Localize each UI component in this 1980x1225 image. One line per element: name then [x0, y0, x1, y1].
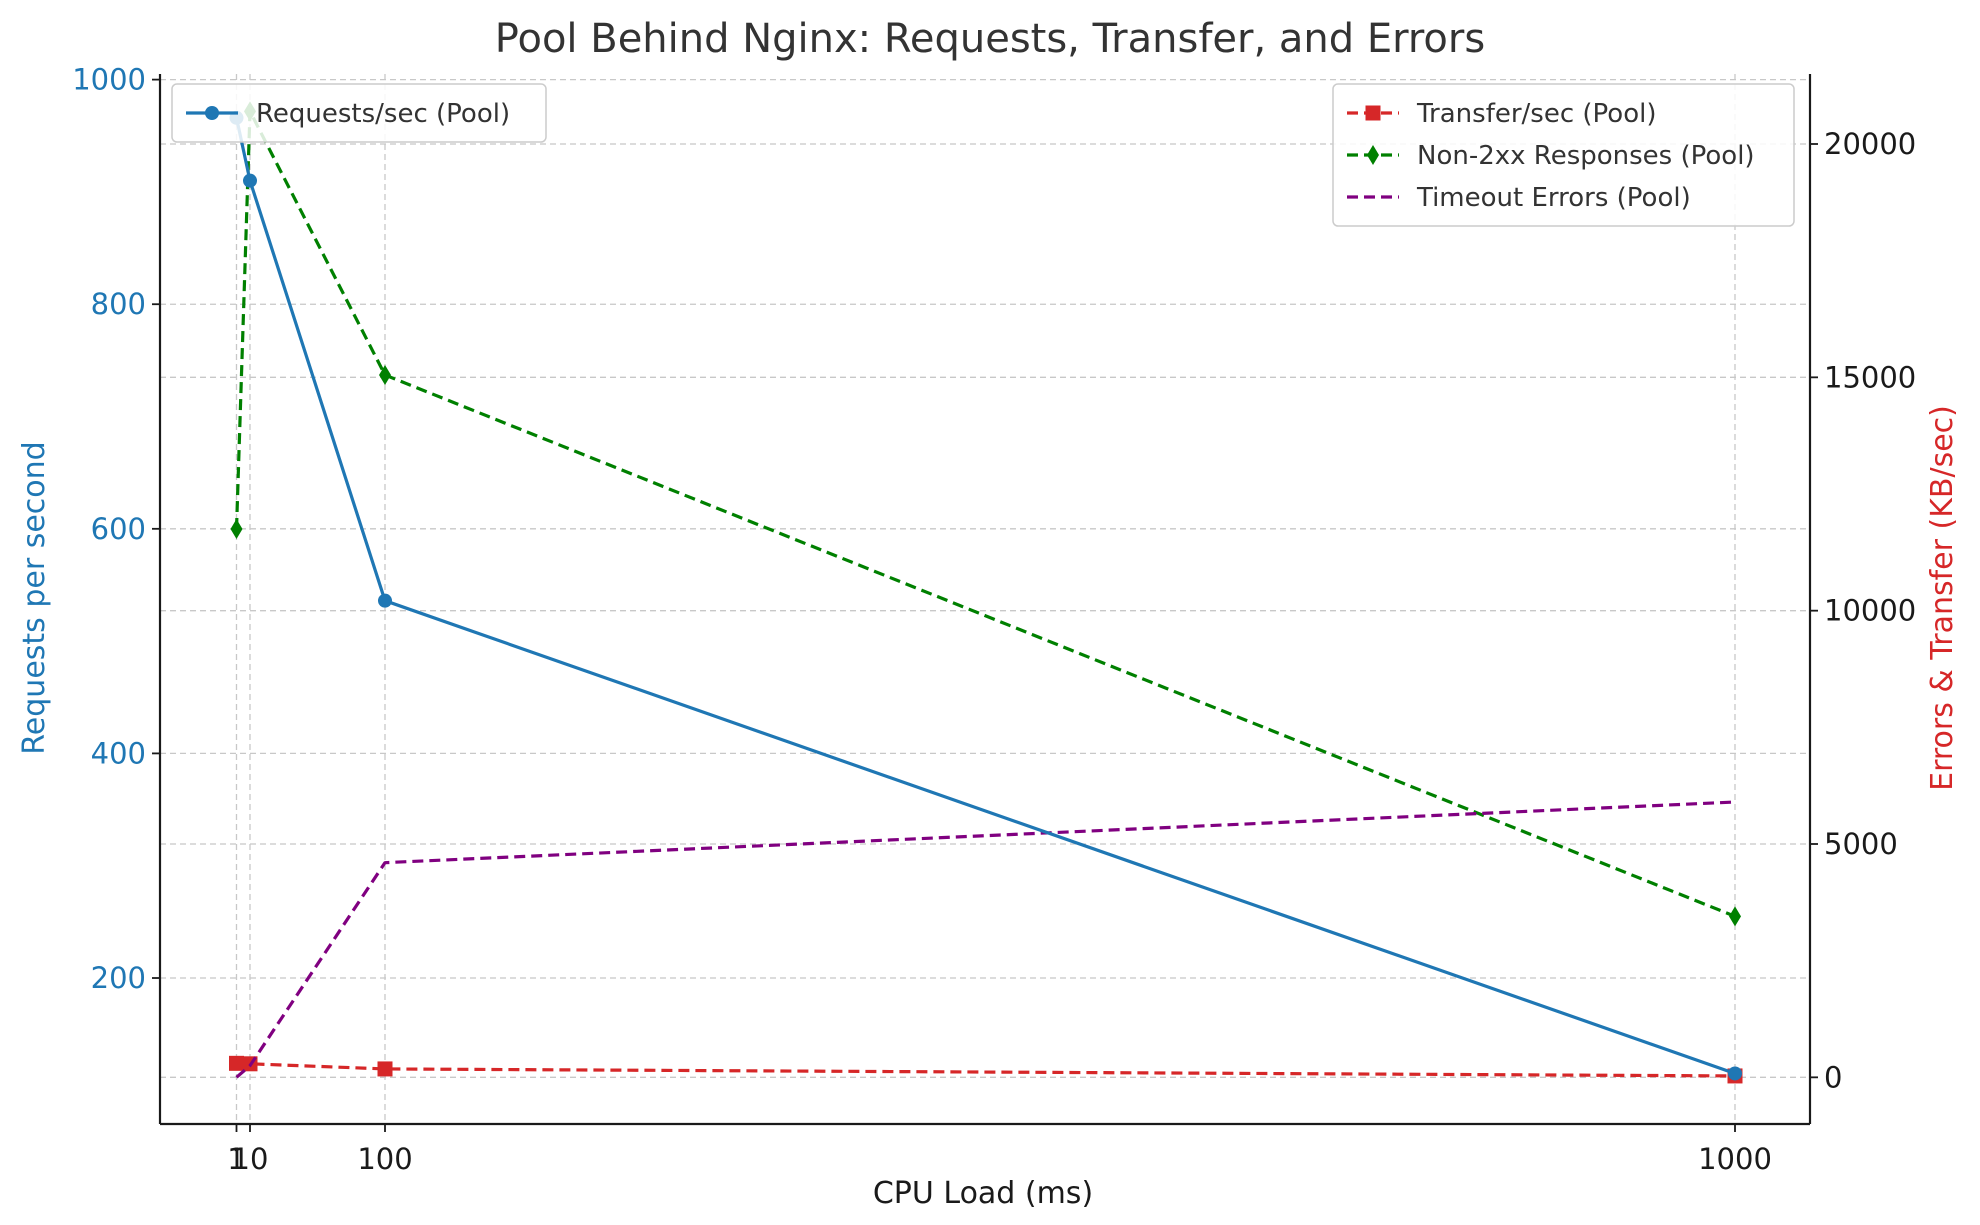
data-point [1728, 1066, 1742, 1081]
legend-marker [1365, 105, 1381, 121]
axes-layer [158, 74, 1812, 1126]
data-point [230, 519, 243, 539]
data-point [243, 173, 257, 188]
legend-marker [205, 106, 219, 120]
ticks-layer: 110 100 1000200400600800100005000100001500… [72, 63, 1916, 1176]
chart-title: Pool Behind Nginx: Requests, Transfer, a… [495, 16, 1485, 62]
series-layer [229, 101, 1743, 1084]
y-left-tick-label: 600 [91, 512, 146, 546]
legend-label: Transfer/sec (Pool) [1416, 99, 1656, 129]
series-transfer-sec-pool [229, 1055, 1743, 1084]
grid-layer [160, 74, 1810, 1124]
data-point [1729, 906, 1741, 927]
y-left-tick-label: 1000 [72, 63, 146, 97]
legend-label: Non-2xx Responses (Pool) [1417, 141, 1755, 171]
series-line [234, 109, 1736, 918]
legend-right: Transfer/sec (Pool) Non-2xx Responses (Po… [1332, 83, 1795, 227]
series-line [234, 117, 1736, 1075]
x-tick-label: 1000 [1698, 1142, 1772, 1176]
y-right-tick-label: 0 [1824, 1060, 1842, 1094]
x-tick-label: 1 [227, 1142, 245, 1176]
data-point [379, 365, 391, 385]
legend-frame [171, 83, 547, 143]
y-left-tick-label: 800 [91, 287, 146, 321]
series-timeout-errors-pool [235, 800, 1736, 1079]
series-line [236, 1061, 1736, 1078]
series-requests-sec-pool [229, 110, 1742, 1081]
y-axis-label-left: Requests per second [17, 441, 52, 754]
legend-label: Requests/sec (Pool) [256, 99, 510, 129]
data-point [229, 1055, 244, 1071]
y-axis-label-right: Errors & Transfer (KB/sec) [1925, 405, 1960, 791]
legend-frame [1332, 83, 1795, 227]
legend-marker [1367, 145, 1379, 165]
x-axis-label: CPU Load (ms) [873, 1176, 1093, 1211]
series-line [235, 800, 1736, 1079]
data-point [378, 593, 392, 608]
y-right-tick-label: 15000 [1824, 360, 1916, 394]
legend-left: Requests/sec (Pool) [171, 83, 547, 143]
x-tick-label: 100 [357, 1142, 412, 1176]
x-tick-label: 10 [232, 1142, 269, 1176]
legend-label: Timeout Errors (Pool) [1416, 183, 1691, 213]
y-left-tick-label: 200 [91, 961, 146, 995]
y-left-tick-label: 400 [91, 736, 146, 770]
y-right-tick-label: 20000 [1824, 127, 1916, 161]
y-right-tick-label: 5000 [1824, 827, 1898, 861]
y-right-tick-label: 10000 [1824, 594, 1916, 628]
data-point [377, 1061, 393, 1077]
